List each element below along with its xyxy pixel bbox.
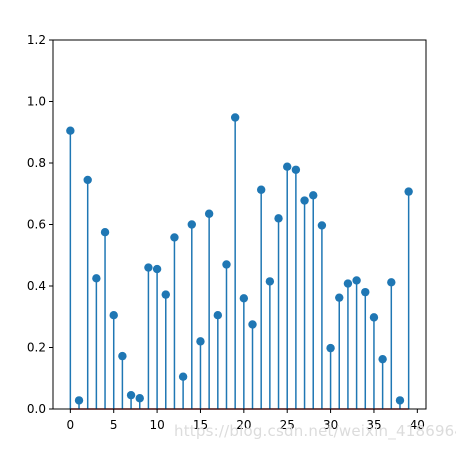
stem-marker xyxy=(326,343,335,353)
stem-marker xyxy=(135,394,144,403)
stem-marker xyxy=(109,311,118,320)
x-tick-label: 25 xyxy=(280,418,295,432)
stem-marker xyxy=(144,263,153,272)
x-tick-label: 5 xyxy=(110,418,118,432)
y-tick-label: 1.2 xyxy=(27,33,46,47)
stem-marker xyxy=(152,264,162,274)
y-tick-label: 0.0 xyxy=(27,402,46,416)
x-tick-label: 40 xyxy=(410,418,425,432)
y-tick-label: 0.8 xyxy=(27,156,46,170)
stem-marker xyxy=(187,220,196,229)
stem-marker xyxy=(378,354,387,364)
stems-layer xyxy=(69,117,410,409)
stem-marker xyxy=(283,162,292,171)
stem-marker xyxy=(204,209,214,218)
stem-marker xyxy=(178,372,188,381)
stem-marker xyxy=(317,221,327,230)
plot-background xyxy=(53,40,426,409)
stem-marker xyxy=(126,390,136,400)
stem-marker xyxy=(248,320,257,329)
stem-marker xyxy=(213,311,223,320)
markers-layer xyxy=(66,113,413,405)
stem-marker xyxy=(161,290,170,299)
x-tick-label: 35 xyxy=(366,418,381,432)
stem-marker xyxy=(361,287,370,297)
y-tick-label: 0.2 xyxy=(27,341,46,355)
stem-marker xyxy=(352,276,361,285)
stem-marker xyxy=(265,277,275,286)
y-tick-label: 1.0 xyxy=(27,95,46,109)
x-tick-label: 0 xyxy=(67,418,75,432)
stem-marker xyxy=(196,337,205,346)
stem-marker xyxy=(369,313,379,322)
y-tick-label: 0.4 xyxy=(27,279,46,293)
stem-marker xyxy=(274,214,283,223)
watermark-text: https://blog.csdn.net/weixin_41869644 xyxy=(174,422,456,440)
x-tick-label: 15 xyxy=(193,418,208,432)
y-axis: 0.0 0.2 0.4 0.6 0.8 1.0 1.2 xyxy=(27,33,53,416)
stem-marker xyxy=(100,227,110,237)
stem-marker xyxy=(404,187,413,196)
stem-marker xyxy=(343,279,353,288)
stem-marker xyxy=(335,293,344,302)
stem-marker xyxy=(230,113,240,122)
stem-marker xyxy=(170,233,179,242)
x-tick-label: 30 xyxy=(323,418,338,432)
stem-marker xyxy=(74,396,84,405)
x-axis: 0 5 10 15 20 25 30 35 40 xyxy=(67,409,425,432)
stem-marker xyxy=(239,294,249,303)
stem-marker xyxy=(309,191,318,200)
stem-marker xyxy=(291,165,301,174)
stem-marker xyxy=(66,126,75,135)
stem-marker xyxy=(256,185,266,194)
stem-marker xyxy=(300,196,309,205)
stem-marker xyxy=(92,274,101,283)
stem-marker xyxy=(118,351,127,361)
stem-marker xyxy=(387,278,396,287)
y-tick-label: 0.6 xyxy=(27,218,46,232)
x-tick-label: 20 xyxy=(236,418,251,432)
stem-marker xyxy=(222,260,231,269)
stem-marker xyxy=(83,175,92,185)
x-tick-label: 10 xyxy=(149,418,164,432)
stem-marker xyxy=(395,396,405,405)
